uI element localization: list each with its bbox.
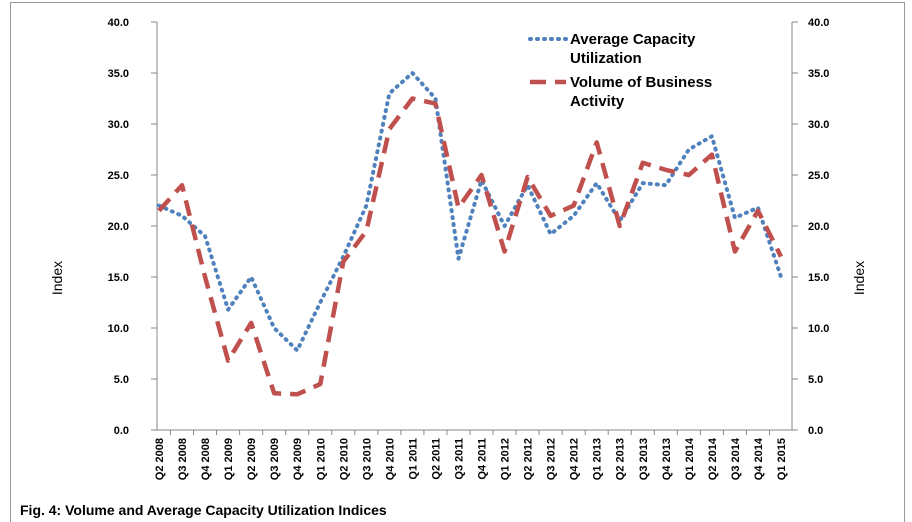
x-tick-label: Q2 2011 [430,438,442,480]
legend-label: Volume of Business Activity [570,74,713,110]
y-tick-label: 10.0 [108,323,129,335]
y2-tick-label: 30.0 [808,119,829,131]
chart-border [10,2,905,522]
x-tick-label: Q3 2010 [361,438,373,480]
x-tick-label: Q1 2011 [407,438,419,480]
x-tick-label: Q1 2012 [500,438,512,480]
y2-tick-label: 40.0 [808,17,829,29]
x-tick-label: Q3 2014 [730,437,742,480]
x-tick-label: Q4 2014 [753,437,765,480]
x-tick-label: Q1 2014 [684,437,696,480]
y-tick-label: 35.0 [108,68,129,80]
y-tick-label: 15.0 [108,272,129,284]
y-tick-label: 20.0 [108,221,129,233]
y2-tick-label: 0.0 [808,425,823,437]
y-tick-label: 25.0 [108,170,129,182]
x-tick-label: Q2 2013 [615,438,627,480]
x-tick-label: Q3 2013 [638,438,650,480]
y-tick-label: 40.0 [108,17,129,29]
y2-tick-label: 35.0 [808,68,829,80]
series-line [157,71,783,353]
chart-title: Fig. 4: Volume and Average Capacity Util… [20,502,387,518]
y2-tick-label: 15.0 [808,272,829,284]
x-tick-label: Q2 2010 [338,438,350,480]
y2-tick-label: 10.0 [808,323,829,335]
x-tick-label: Q4 2009 [292,438,304,480]
y2-axis-label: Index [851,261,867,295]
x-tick-label: Q2 2008 [154,438,166,480]
x-tick-label: Q4 2008 [200,438,212,480]
x-tick-label: Q3 2008 [177,438,189,480]
x-tick-label: Q1 2009 [223,438,235,480]
x-tick-label: Q4 2011 [477,438,489,480]
x-tick-label: Q4 2012 [569,438,581,480]
x-tick-label: Q4 2013 [661,438,673,480]
y2-tick-label: 20.0 [808,221,829,233]
x-tick-label: Q2 2014 [707,437,719,480]
x-tick-label: Q4 2010 [384,438,396,480]
y2-tick-label: 5.0 [808,374,823,386]
y2-tick-label: 25.0 [808,170,829,182]
x-tick-label: Q1 2010 [315,438,327,480]
y-tick-label: 0.0 [114,425,129,437]
series-line [157,96,784,397]
y-tick-label: 5.0 [114,374,129,386]
y-axis-label: Index [49,261,65,295]
x-tick-label: Q3 2011 [453,438,465,480]
y-tick-label: 30.0 [108,119,129,131]
x-tick-label: Q1 2015 [776,438,788,480]
x-tick-label: Q3 2012 [546,438,558,480]
x-tick-label: Q1 2013 [592,438,604,480]
x-tick-label: Q2 2009 [246,438,258,480]
legend-label: Average Capacity Utilization [570,31,696,67]
x-tick-label: Q3 2009 [269,438,281,480]
x-tick-label: Q2 2012 [523,438,535,480]
